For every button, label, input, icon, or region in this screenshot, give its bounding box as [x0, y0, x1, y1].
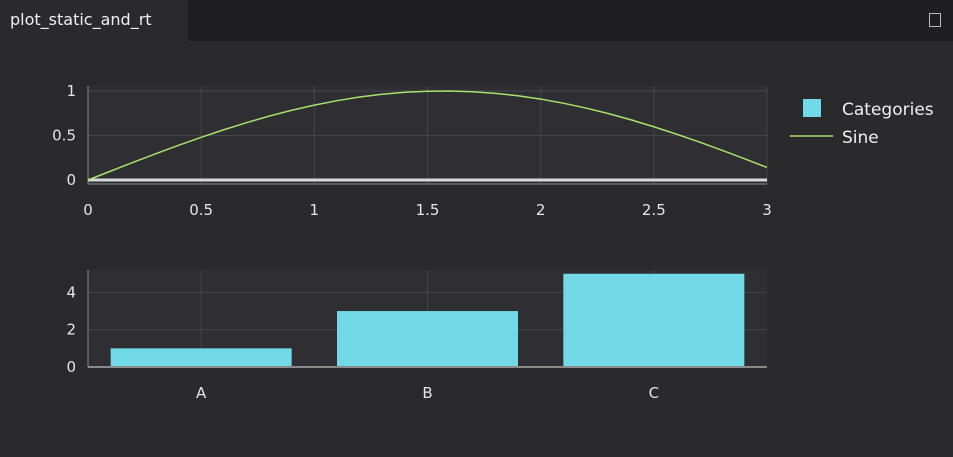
x-tick-label: 1 [310, 201, 320, 219]
x-tick-label: 0 [83, 201, 93, 219]
y-tick-label: 2 [66, 321, 76, 339]
y-tick-label: 0.5 [52, 127, 76, 145]
y-tick-label: 0 [66, 171, 76, 189]
bar-A [110, 348, 292, 367]
maximize-icon[interactable] [929, 13, 941, 27]
y-tick-label: 4 [66, 283, 76, 301]
bar-B [337, 311, 518, 367]
tab-bar: plot_static_and_rt [0, 0, 953, 41]
x-tick-label: 2 [536, 201, 546, 219]
legend-label-sine: Sine [842, 128, 879, 148]
sine-series-line [87, 90, 768, 181]
y-tick-label: 0 [66, 358, 76, 376]
x-tick-label: B [422, 384, 432, 402]
x-tick-label: A [196, 384, 207, 402]
x-tick-label: 2.5 [642, 201, 666, 219]
x-tick-label: 0.5 [189, 201, 213, 219]
y-tick-label: 1 [66, 82, 76, 100]
legend-label-categories: Categories [842, 100, 934, 120]
x-tick-label: C [649, 384, 659, 402]
tab-title: plot_static_and_rt [10, 10, 152, 29]
x-tick-label: 3 [762, 201, 772, 219]
legend-swatch-categories [803, 99, 821, 117]
x-tick-label: 1.5 [416, 201, 440, 219]
tab-plot-static-and-rt[interactable]: plot_static_and_rt [0, 0, 188, 41]
bar-C [563, 273, 745, 367]
